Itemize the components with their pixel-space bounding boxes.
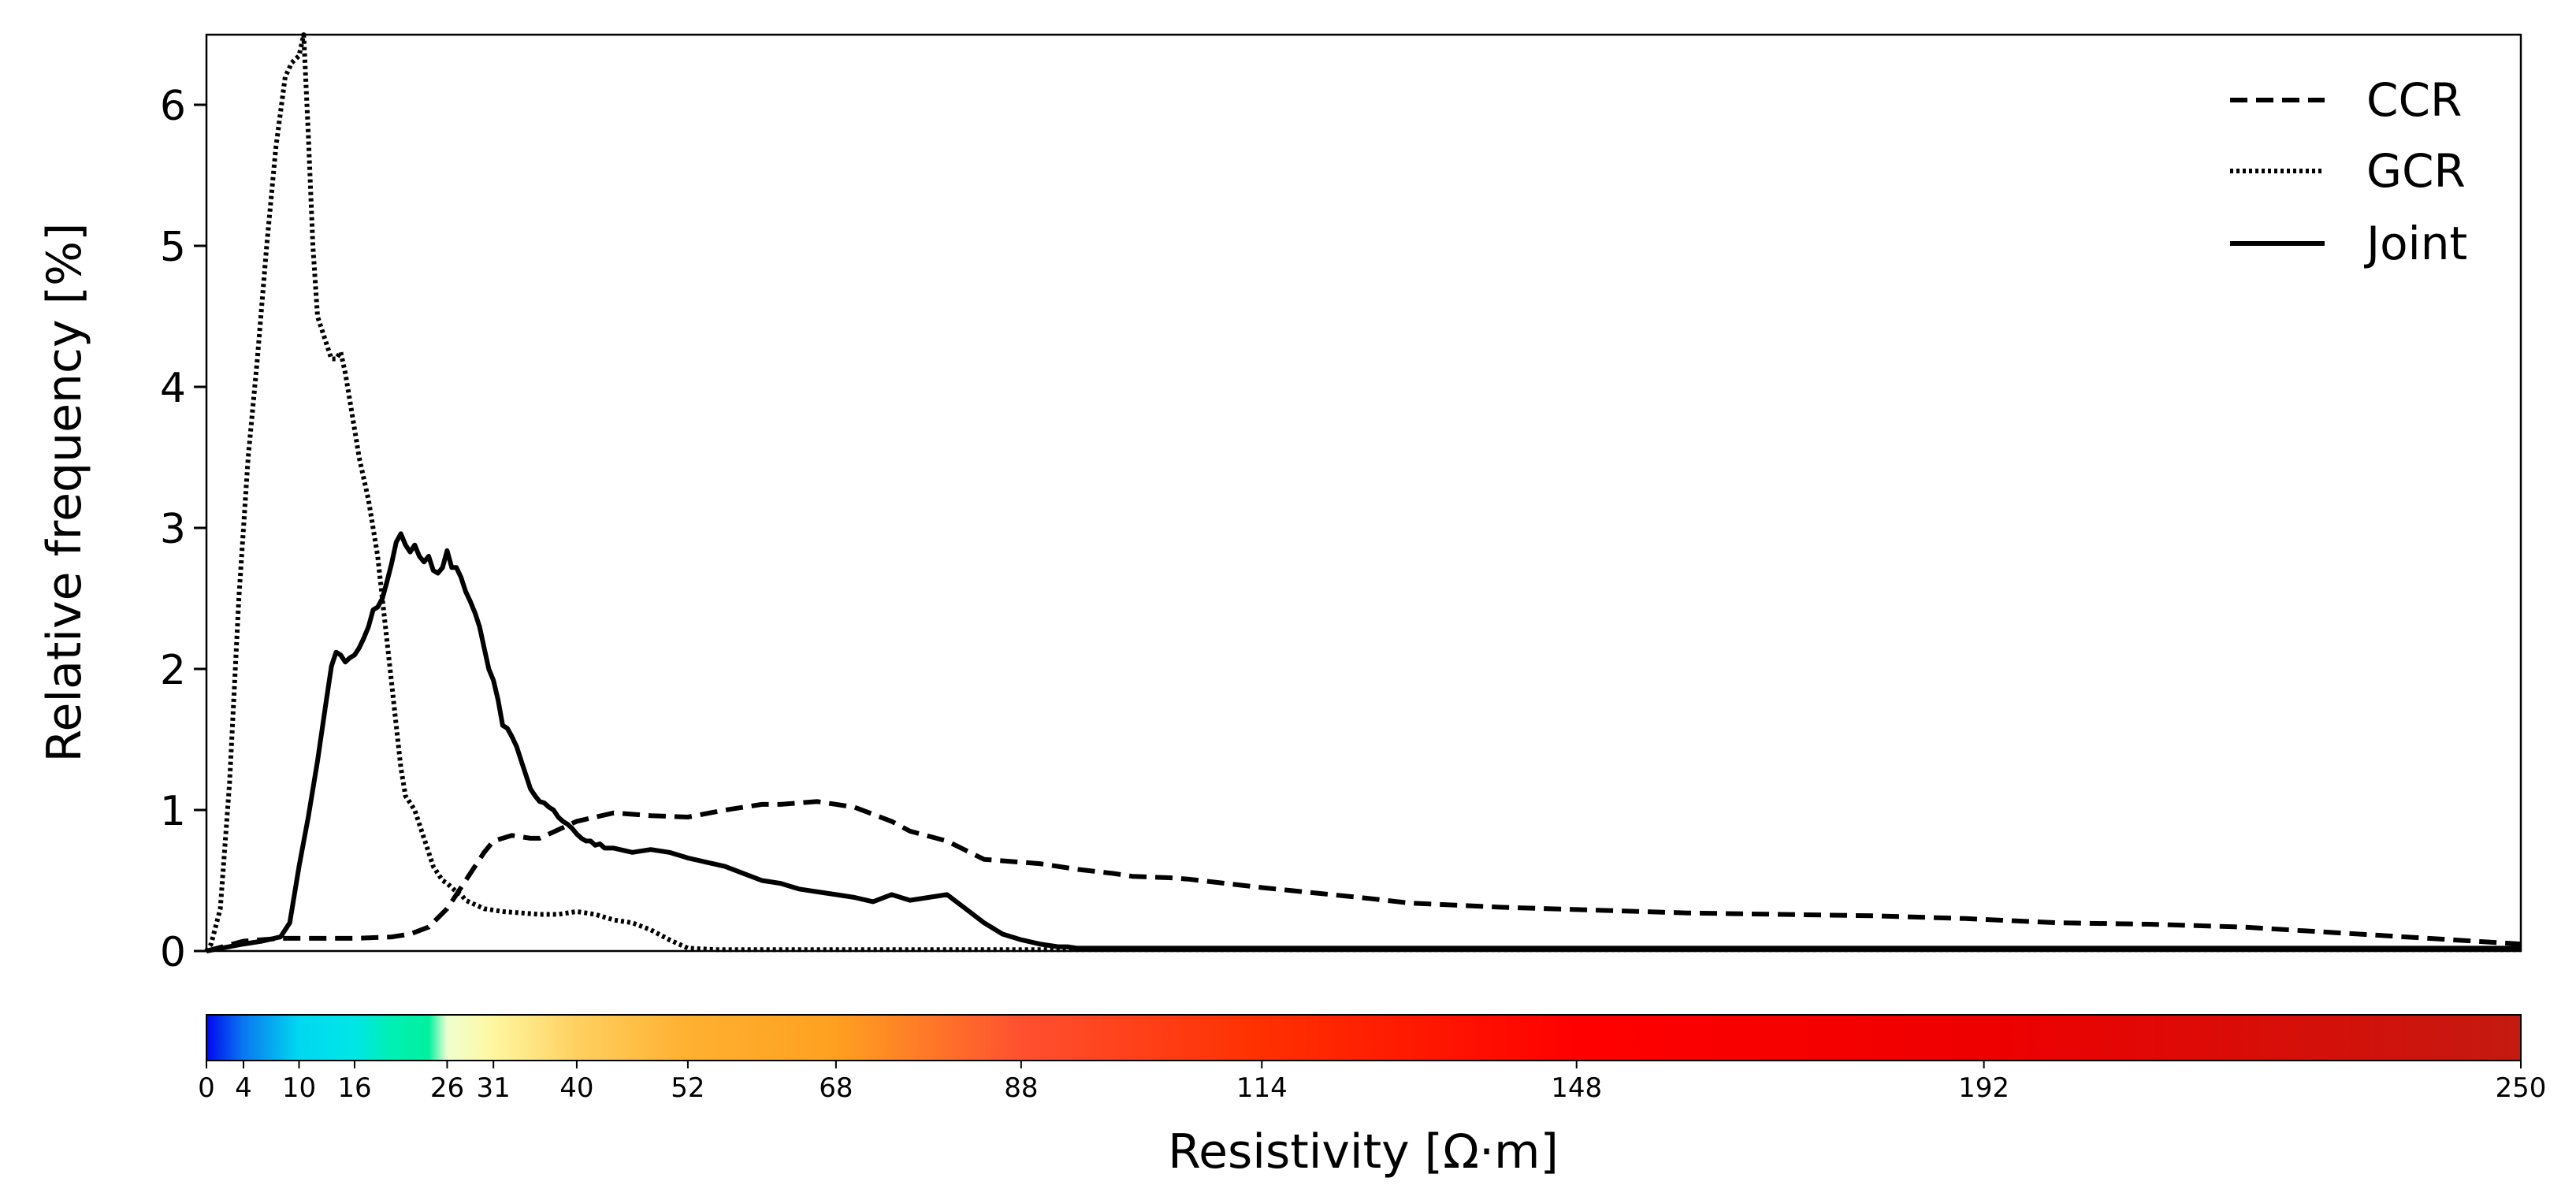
y-axis: 0 1 2 3 4 5 6 bbox=[160, 83, 206, 976]
y-tick-label-6: 6 bbox=[160, 83, 186, 130]
colorbar-tick-label-0: 0 bbox=[198, 1072, 215, 1104]
colorbar-ticks: 0 4 10 16 26 31 40 52 68 88 114 148 192 250 bbox=[198, 1061, 2546, 1104]
y-axis-label: Relative frequency [%] bbox=[37, 223, 92, 763]
colorbar-tick-label-8: 68 bbox=[819, 1072, 853, 1104]
y-tick-label-0: 0 bbox=[160, 929, 186, 976]
colorbar-tick-label-11: 148 bbox=[1551, 1072, 1602, 1104]
y-tick-3: 3 bbox=[160, 506, 206, 553]
legend-entry-gcr: GCR bbox=[2230, 144, 2466, 198]
y-tick-2: 2 bbox=[160, 647, 206, 694]
y-tick-label-4: 4 bbox=[160, 365, 186, 412]
y-tick-label-3: 3 bbox=[160, 506, 186, 553]
colorbar-tick-label-5: 31 bbox=[477, 1072, 511, 1104]
legend-label-gcr: GCR bbox=[2366, 144, 2466, 198]
colorbar-tick-label-10: 114 bbox=[1236, 1072, 1288, 1104]
colorbar-tick-label-1: 4 bbox=[235, 1072, 252, 1104]
legend-label-ccr: CCR bbox=[2366, 73, 2462, 127]
legend-label-joint: Joint bbox=[2364, 217, 2467, 270]
legend-entry-joint: Joint bbox=[2230, 217, 2467, 270]
legend: CCR GCR Joint bbox=[2230, 73, 2467, 270]
plot-frame bbox=[205, 33, 2522, 953]
series-line-ccr bbox=[206, 799, 2522, 953]
colorbar-tick-label-9: 88 bbox=[1004, 1072, 1038, 1104]
series-line-gcr bbox=[204, 32, 2521, 953]
colorbar-tick-label-3: 16 bbox=[337, 1072, 371, 1104]
colorbar bbox=[206, 1014, 2522, 1061]
colorbar-tick-label-13: 250 bbox=[2496, 1072, 2547, 1104]
colorbar-tick-label-4: 26 bbox=[430, 1072, 464, 1104]
y-tick-4: 4 bbox=[160, 365, 206, 412]
y-tick-1: 1 bbox=[160, 788, 206, 835]
y-tick-label-1: 1 bbox=[160, 788, 186, 835]
colorbar-tick-label-2: 10 bbox=[282, 1072, 316, 1104]
colorbar-tick-label-7: 52 bbox=[671, 1072, 704, 1104]
y-tick-0: 0 bbox=[160, 929, 206, 976]
colorbar-tick-label-12: 192 bbox=[1958, 1072, 2009, 1104]
colorbar-tick-label-6: 40 bbox=[559, 1072, 593, 1104]
y-tick-5: 5 bbox=[160, 224, 206, 271]
series-layer bbox=[204, 32, 2522, 953]
y-tick-label-5: 5 bbox=[160, 224, 186, 271]
legend-entry-ccr: CCR bbox=[2230, 73, 2462, 127]
y-tick-label-2: 2 bbox=[160, 647, 186, 694]
series-line-joint bbox=[206, 531, 2521, 953]
y-tick-6: 6 bbox=[160, 83, 206, 130]
x-axis-label: Resistivity [Ω·m] bbox=[1168, 1124, 1559, 1180]
